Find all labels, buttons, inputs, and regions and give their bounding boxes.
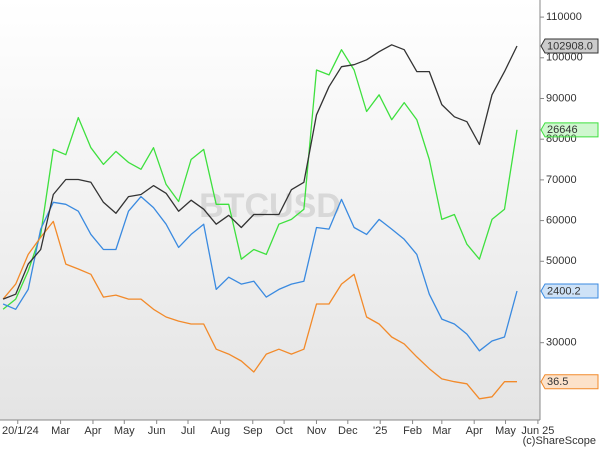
watermark: BTCUSD	[199, 187, 341, 225]
end-label: 36.5	[547, 376, 568, 388]
y-tick-label: 90000	[546, 92, 577, 104]
x-tick-label: Jun	[148, 425, 166, 437]
x-tick-label: May	[114, 425, 135, 437]
x-tick-label: 20/1/24	[2, 425, 39, 437]
x-tick-label: Apr	[466, 425, 483, 437]
y-tick-label: 100000	[546, 52, 583, 64]
x-tick-label: Dec	[338, 425, 358, 437]
x-tick-label: Sep	[243, 425, 263, 437]
credit: (c)ShareScope	[523, 435, 596, 447]
x-tick-label: Oct	[276, 425, 293, 437]
y-tick-label: 110000	[546, 11, 582, 23]
x-tick-label: Mar	[432, 425, 451, 437]
end-label-box	[540, 38, 599, 54]
x-tick-label: Mar	[51, 425, 70, 437]
x-tick-label: Aug	[211, 425, 231, 437]
end-label: 2400.2	[547, 285, 581, 297]
y-tick-label: 50000	[546, 255, 577, 267]
x-tick-label: Nov	[307, 425, 327, 437]
series-line	[2, 49, 518, 310]
plot-area	[0, 0, 540, 420]
x-tick-label: Jul	[181, 425, 195, 437]
series-line	[2, 195, 518, 352]
x-tick-label: '25	[373, 425, 387, 437]
y-tick-label: 80000	[546, 133, 577, 145]
y-tick-label: 30000	[546, 337, 577, 349]
series-line	[2, 44, 518, 300]
end-label-box	[540, 122, 599, 138]
end-label: 26646	[547, 124, 578, 136]
series-line	[2, 220, 517, 400]
x-tick-label: May	[495, 425, 516, 437]
y-tick-label: 70000	[546, 174, 577, 186]
x-tick-label: Apr	[84, 425, 101, 437]
end-label: 102908.0	[547, 40, 593, 52]
end-label-box	[540, 374, 599, 390]
x-tick-label: Feb	[403, 425, 422, 437]
end-label-box	[540, 283, 599, 299]
x-tick-label: Jun 25	[521, 425, 554, 437]
y-tick-label: 60000	[546, 214, 577, 226]
